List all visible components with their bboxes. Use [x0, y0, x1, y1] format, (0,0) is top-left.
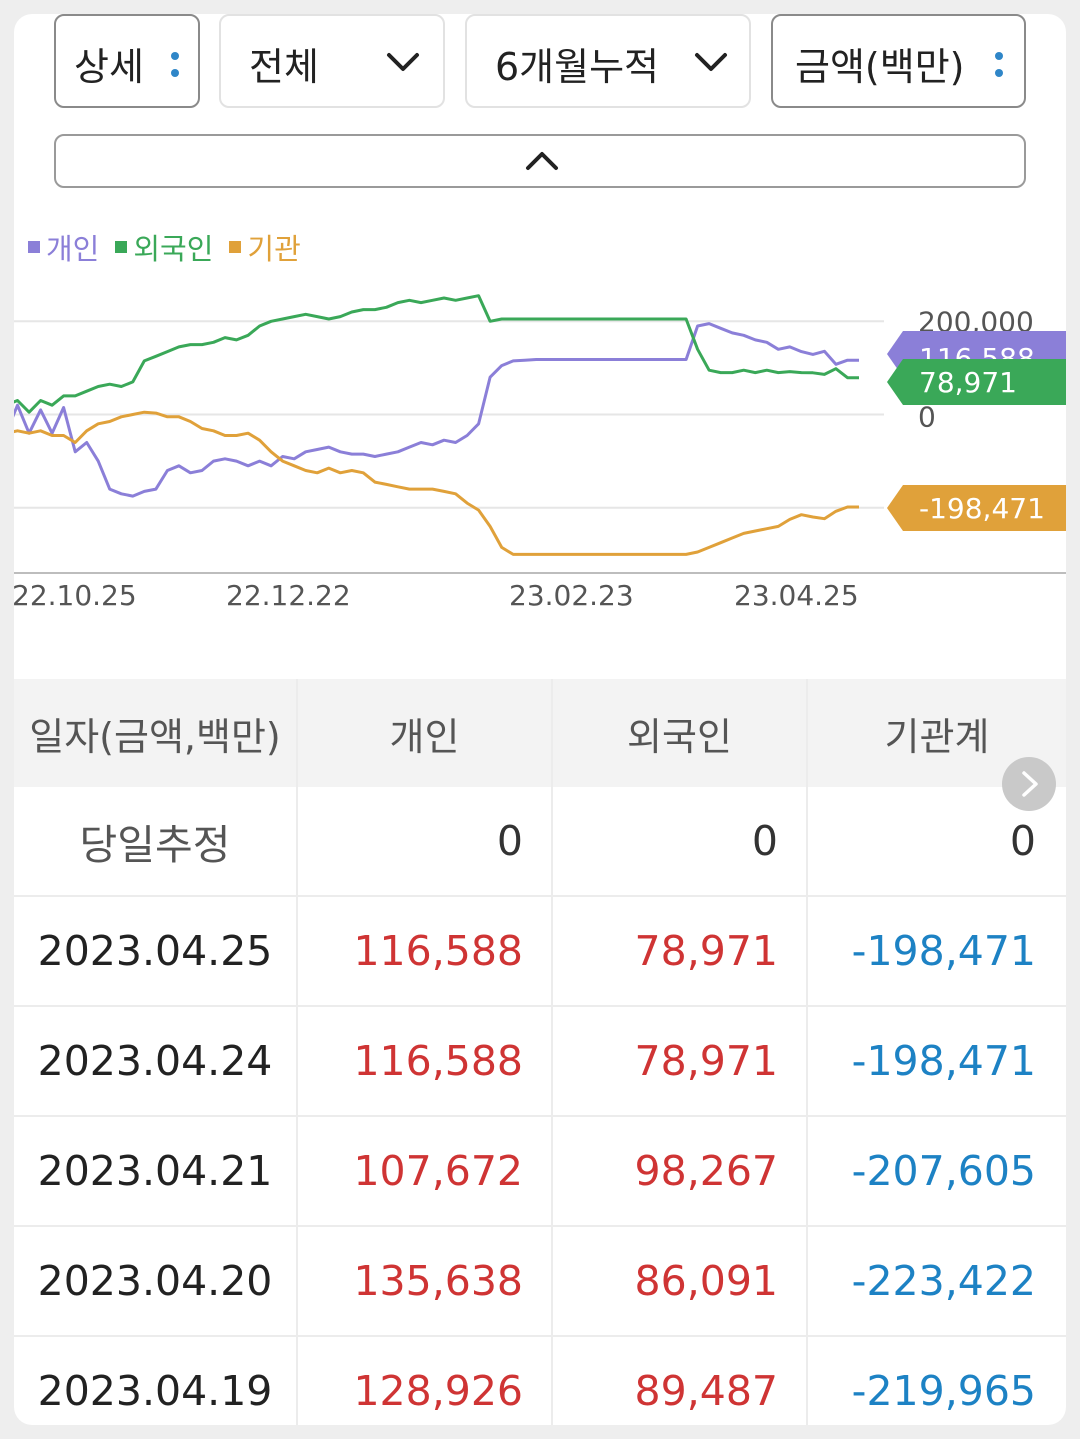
institution-line	[14, 410, 859, 556]
unit-select-label: 금액(백만)	[795, 45, 965, 89]
investor-table: 일자(금액,백만) 개인 외국인 기관계 당일추정 0 0 0 2023.04.…	[14, 679, 1066, 1425]
table-row: 2023.04.21 107,672 98,267 -207,605	[14, 1117, 1066, 1227]
kebab-icon	[171, 52, 179, 86]
foreign-cell: 78,971	[553, 897, 808, 1005]
institution-cell: -219,965	[851, 1367, 1036, 1415]
date-cell: 2023.04.21	[14, 1117, 298, 1225]
date-cell: 2023.04.25	[14, 897, 298, 1005]
institution-cell: -207,605	[851, 1147, 1036, 1195]
collapse-filter-button[interactable]	[54, 134, 1026, 188]
table-header-row: 일자(금액,백만) 개인 외국인 기관계	[14, 679, 1066, 787]
table-row: 2023.04.20 135,638 86,091 -223,422	[14, 1227, 1066, 1337]
table-row: 2023.04.24 116,588 78,971 -198,471	[14, 1007, 1066, 1117]
legend-swatch	[115, 241, 128, 253]
individual-line	[14, 322, 859, 498]
header-date[interactable]: 일자(금액,백만)	[14, 679, 298, 787]
chevron-down-icon	[387, 53, 419, 71]
date-cell: 당일추정	[14, 787, 298, 895]
chevron-right-icon	[1022, 771, 1038, 797]
legend-label: 개인	[46, 232, 100, 266]
table-row: 2023.04.25 116,588 78,971 -198,471	[14, 897, 1066, 1007]
individual-cell: 0	[298, 787, 553, 895]
table-row: 2023.04.19 128,926 89,487 -219,965	[14, 1337, 1066, 1425]
x-tick-label: 23.04.25	[734, 579, 859, 612]
chevron-up-icon	[526, 152, 558, 170]
date-cell: 2023.04.19	[14, 1337, 298, 1425]
foreign-line	[14, 294, 859, 414]
foreign-value-label: 78,971	[919, 366, 1017, 399]
header-foreign[interactable]: 외국인	[553, 679, 808, 787]
legend-item-institution: 기관	[229, 226, 301, 268]
investor-line-chart: 200,000 0 116,588 78,971 -198,471 22.10.…	[14, 294, 1066, 612]
institution-value-label: -198,471	[919, 492, 1045, 525]
detail-select-label: 상세	[74, 45, 144, 89]
individual-cell: 116,588	[298, 1007, 553, 1115]
period-select-label: 6개월누적	[495, 45, 660, 89]
header-institution[interactable]: 기관계	[884, 714, 990, 759]
kebab-icon	[995, 52, 1003, 86]
chart-legend: 개인 외국인 기관	[28, 226, 301, 268]
unit-select[interactable]: 금액(백만)	[771, 14, 1026, 108]
legend-label: 기관	[247, 232, 301, 266]
table-row: 당일추정 0 0 0	[14, 787, 1066, 897]
foreign-cell: 78,971	[553, 1007, 808, 1115]
chevron-down-icon	[695, 53, 727, 71]
date-cell: 2023.04.24	[14, 1007, 298, 1115]
detail-select[interactable]: 상세	[54, 14, 200, 108]
x-tick-label: 22.12.22	[226, 579, 351, 612]
header-individual[interactable]: 개인	[298, 679, 553, 787]
foreign-value-tag	[887, 359, 1066, 405]
institution-value-tag	[887, 485, 1066, 531]
y-tick-label: 0	[918, 401, 936, 434]
x-tick-label: 22.10.25	[14, 579, 137, 612]
individual-cell: 128,926	[298, 1337, 553, 1425]
foreign-cell: 89,487	[553, 1337, 808, 1425]
foreign-cell: 86,091	[553, 1227, 808, 1335]
institution-cell: -198,471	[851, 1037, 1036, 1085]
investor-card: 상세 전체 6개월누적 금액(백만) 개인 외국인 기관 200,000 0 1…	[14, 14, 1066, 1425]
x-tick-label: 23.02.23	[509, 579, 634, 612]
legend-swatch	[28, 241, 40, 253]
period-select[interactable]: 6개월누적	[465, 14, 751, 108]
institution-cell: -198,471	[851, 927, 1036, 975]
legend-label: 외국인	[133, 232, 214, 266]
institution-cell: 0	[1009, 817, 1036, 865]
foreign-cell: 98,267	[553, 1117, 808, 1225]
individual-cell: 116,588	[298, 897, 553, 1005]
institution-cell: -223,422	[851, 1257, 1036, 1305]
scope-select-label: 전체	[249, 45, 319, 89]
legend-swatch	[229, 241, 242, 253]
individual-cell: 107,672	[298, 1117, 553, 1225]
scroll-right-button[interactable]	[1002, 757, 1056, 811]
legend-item-foreign: 외국인	[115, 226, 213, 268]
scope-select[interactable]: 전체	[219, 14, 445, 108]
date-cell: 2023.04.20	[14, 1227, 298, 1335]
individual-cell: 135,638	[298, 1227, 553, 1335]
foreign-cell: 0	[553, 787, 808, 895]
legend-item-individual: 개인	[28, 226, 99, 268]
